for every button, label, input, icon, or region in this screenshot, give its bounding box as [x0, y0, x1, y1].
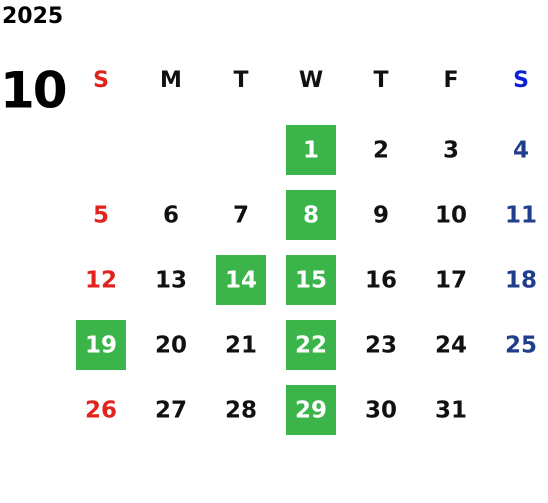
highlight [286, 385, 336, 435]
day: 6 [163, 203, 179, 229]
highlight [76, 320, 126, 370]
day: 15 [295, 268, 327, 294]
day: 9 [373, 203, 389, 229]
day: 27 [155, 398, 187, 424]
day: 13 [155, 268, 187, 294]
day: 22 [295, 333, 327, 359]
highlight [286, 125, 336, 175]
day: 25 [505, 333, 537, 359]
day: 16 [365, 268, 397, 294]
day: 4 [513, 138, 529, 164]
day: 12 [85, 268, 117, 294]
day: 8 [303, 203, 319, 229]
day: 2 [373, 138, 389, 164]
day: 29 [295, 398, 327, 424]
weekday: S [513, 68, 529, 93]
weekday: F [443, 68, 458, 93]
month: 10 [0, 62, 66, 120]
highlight [286, 255, 336, 305]
highlight [286, 190, 336, 240]
weekday: W [299, 68, 323, 93]
day: 5 [93, 203, 109, 229]
highlight [286, 320, 336, 370]
day: 30 [365, 398, 397, 424]
day: 20 [155, 333, 187, 359]
day: 26 [85, 398, 117, 424]
highlight [216, 255, 266, 305]
year: 2025 [2, 4, 63, 29]
day: 21 [225, 333, 257, 359]
day: 28 [225, 398, 257, 424]
day: 1 [303, 138, 319, 164]
day: 14 [225, 268, 257, 294]
day: 31 [435, 398, 467, 424]
day: 7 [233, 203, 249, 229]
day: 23 [365, 333, 397, 359]
day: 11 [505, 203, 537, 229]
weekday: T [233, 68, 248, 93]
day: 10 [435, 203, 467, 229]
day: 24 [435, 333, 467, 359]
day: 19 [85, 333, 117, 359]
weekday: S [93, 68, 109, 93]
weekday: T [373, 68, 388, 93]
weekday: M [160, 68, 182, 93]
day: 18 [505, 268, 537, 294]
day: 3 [443, 138, 459, 164]
day: 17 [435, 268, 467, 294]
